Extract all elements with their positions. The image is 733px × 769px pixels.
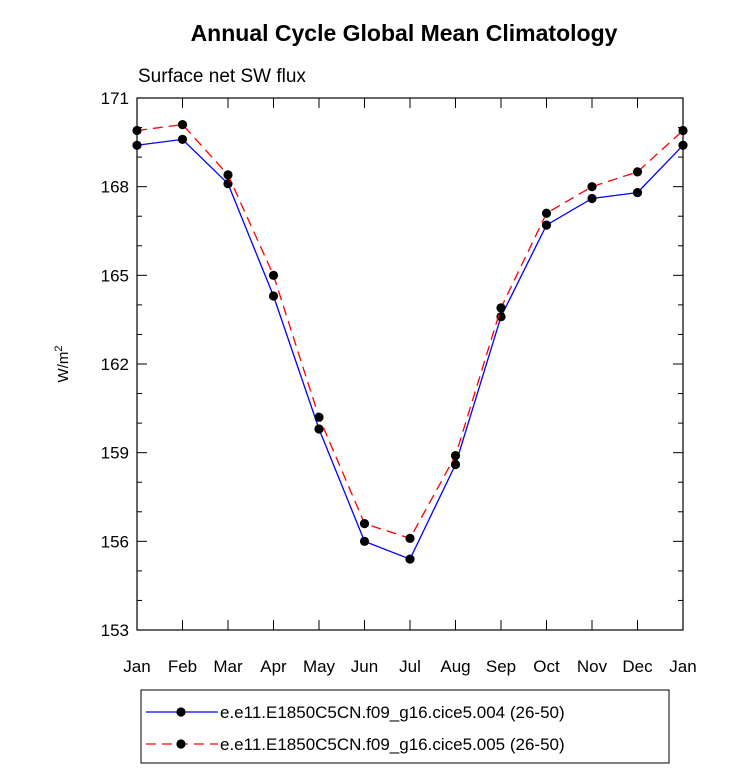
series-1-point <box>632 187 643 198</box>
series-2-point <box>177 120 188 130</box>
x-tick-label: Jan <box>669 657 696 676</box>
series-1-point <box>450 459 461 470</box>
legend-box <box>140 689 670 764</box>
x-tick-label: Dec <box>622 657 653 676</box>
series-2-point <box>450 451 461 461</box>
series-1-point <box>359 536 370 546</box>
legend-label-1: e.e11.E1850C5CN.f09_g16.cice5.004 (26-50… <box>220 703 565 722</box>
legend-marker-2 <box>176 739 186 749</box>
x-tick-label: Nov <box>577 657 608 676</box>
legend-label-2: e.e11.E1850C5CN.f09_g16.cice5.005 (26-50… <box>220 735 565 754</box>
x-tick-label: Jun <box>351 657 378 676</box>
series-1-point <box>496 312 506 322</box>
series-1-point <box>177 134 188 144</box>
y-tick-label: 156 <box>101 532 129 551</box>
x-tick-label: Aug <box>440 657 470 676</box>
series-2-point <box>223 170 233 180</box>
series-1-point <box>587 193 597 204</box>
series-2-point <box>587 182 597 192</box>
series-2-point <box>268 270 279 280</box>
x-tick-label: Mar <box>213 657 243 676</box>
x-tick-label: Oct <box>533 657 560 676</box>
series-2-point <box>359 519 370 529</box>
series-line-1 <box>136 138 684 560</box>
x-tick-label: Feb <box>168 657 197 676</box>
y-tick-label: 162 <box>101 355 129 374</box>
series-2-point <box>314 412 324 422</box>
legend-marker-1 <box>176 707 186 717</box>
series-line-2 <box>136 123 684 540</box>
y-tick-label: 171 <box>101 89 129 108</box>
series-2-point <box>632 167 643 177</box>
series-1-point <box>405 554 415 564</box>
chart-title: Annual Cycle Global Mean Climatology <box>191 20 618 46</box>
series-2-point <box>405 533 415 543</box>
plot-frame <box>136 97 684 631</box>
series-2-point <box>541 208 552 218</box>
y-tick-label: 168 <box>101 178 129 197</box>
y-tick-label: 165 <box>101 266 129 285</box>
x-tick-label: Sep <box>486 657 516 676</box>
y-tick-label: 159 <box>101 444 129 463</box>
x-tick-label: Jan <box>123 657 150 676</box>
series-2-point <box>496 303 506 313</box>
y-tick-label: 153 <box>101 621 129 640</box>
series-1-point <box>268 291 279 301</box>
chart-subtitle: Surface net SW flux <box>138 66 306 87</box>
series-1-point <box>541 220 552 230</box>
y-axis-label: W/m2 <box>53 346 72 383</box>
x-tick-label: Apr <box>260 657 287 676</box>
x-tick-label: Jul <box>399 657 421 676</box>
x-tick-label: May <box>303 657 336 676</box>
series-1-point <box>314 424 324 434</box>
